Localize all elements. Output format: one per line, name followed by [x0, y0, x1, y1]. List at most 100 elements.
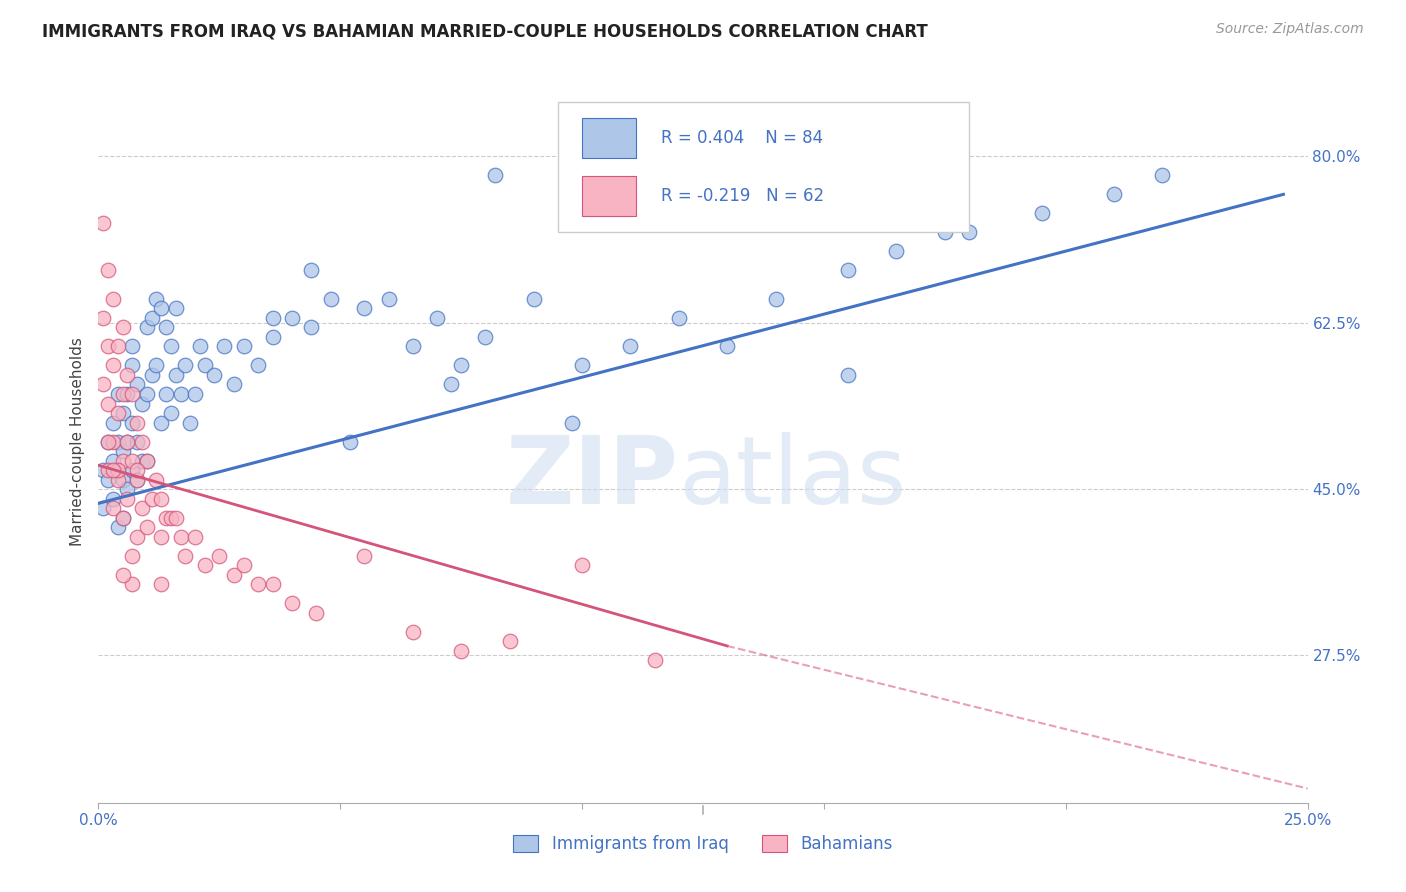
Point	[571, 359, 593, 373]
Point	[107, 434, 129, 449]
Y-axis label: Married-couple Households: Married-couple Households	[69, 337, 84, 546]
Point	[127, 530, 149, 544]
Point	[107, 473, 129, 487]
Point	[141, 310, 163, 325]
Point	[121, 339, 143, 353]
Point	[111, 406, 134, 420]
Point	[135, 453, 157, 467]
Point	[174, 549, 197, 563]
Point	[208, 549, 231, 563]
Point	[353, 549, 375, 563]
Point	[450, 359, 472, 373]
Point	[262, 310, 284, 325]
Point	[101, 453, 124, 467]
Point	[135, 453, 157, 467]
Text: R = -0.219   N = 62: R = -0.219 N = 62	[661, 187, 824, 205]
Point	[165, 510, 187, 524]
Point	[107, 463, 129, 477]
Point	[121, 463, 143, 477]
Point	[1031, 206, 1053, 220]
Point	[561, 416, 583, 430]
Point	[169, 387, 191, 401]
Point	[194, 558, 217, 573]
Point	[107, 406, 129, 420]
Point	[155, 320, 177, 334]
Point	[232, 339, 254, 353]
Point	[145, 473, 167, 487]
Point	[222, 377, 245, 392]
Point	[111, 387, 134, 401]
Point	[353, 301, 375, 316]
Point	[97, 396, 120, 410]
Point	[101, 463, 124, 477]
Point	[91, 216, 114, 230]
Point	[101, 491, 124, 506]
Point	[121, 549, 143, 563]
Point	[117, 434, 139, 449]
Point	[107, 339, 129, 353]
Point	[150, 416, 173, 430]
Point	[184, 387, 207, 401]
Point	[484, 169, 506, 183]
Point	[440, 377, 463, 392]
Point	[1152, 169, 1174, 183]
FancyBboxPatch shape	[558, 102, 969, 232]
Point	[232, 558, 254, 573]
Point	[91, 463, 114, 477]
Point	[97, 463, 120, 477]
Point	[571, 558, 593, 573]
Point	[319, 292, 342, 306]
Point	[150, 577, 173, 591]
Point	[262, 330, 284, 344]
FancyBboxPatch shape	[582, 119, 637, 158]
Point	[644, 653, 666, 667]
Point	[668, 310, 690, 325]
Point	[91, 310, 114, 325]
Point	[117, 387, 139, 401]
Point	[619, 339, 641, 353]
Point	[262, 577, 284, 591]
Point	[141, 491, 163, 506]
Point	[155, 387, 177, 401]
Point	[121, 416, 143, 430]
Point	[299, 263, 322, 277]
Point	[204, 368, 226, 382]
Point	[188, 339, 211, 353]
Point	[145, 359, 167, 373]
Point	[377, 292, 399, 306]
Point	[135, 320, 157, 334]
Point	[101, 359, 124, 373]
Point	[160, 510, 183, 524]
Point	[402, 339, 425, 353]
Point	[107, 520, 129, 534]
Point	[111, 320, 134, 334]
Point	[107, 387, 129, 401]
Point	[837, 368, 859, 382]
Point	[169, 530, 191, 544]
Point	[101, 434, 124, 449]
Point	[299, 320, 322, 334]
Point	[281, 310, 304, 325]
Point	[121, 453, 143, 467]
Point	[127, 473, 149, 487]
Point	[97, 263, 120, 277]
Point	[117, 368, 139, 382]
Point	[135, 520, 157, 534]
Text: ZIP: ZIP	[506, 432, 679, 524]
Point	[111, 510, 134, 524]
Point	[111, 444, 134, 458]
Point	[127, 434, 149, 449]
Point	[121, 359, 143, 373]
Point	[165, 301, 187, 316]
Point	[886, 244, 908, 259]
Point	[111, 567, 134, 582]
Point	[194, 359, 217, 373]
Point	[135, 387, 157, 401]
Point	[111, 510, 134, 524]
Point	[131, 501, 153, 516]
Point	[91, 501, 114, 516]
Point	[426, 310, 449, 325]
Point	[716, 149, 738, 163]
Text: R = 0.404    N = 84: R = 0.404 N = 84	[661, 129, 823, 147]
Point	[957, 226, 980, 240]
